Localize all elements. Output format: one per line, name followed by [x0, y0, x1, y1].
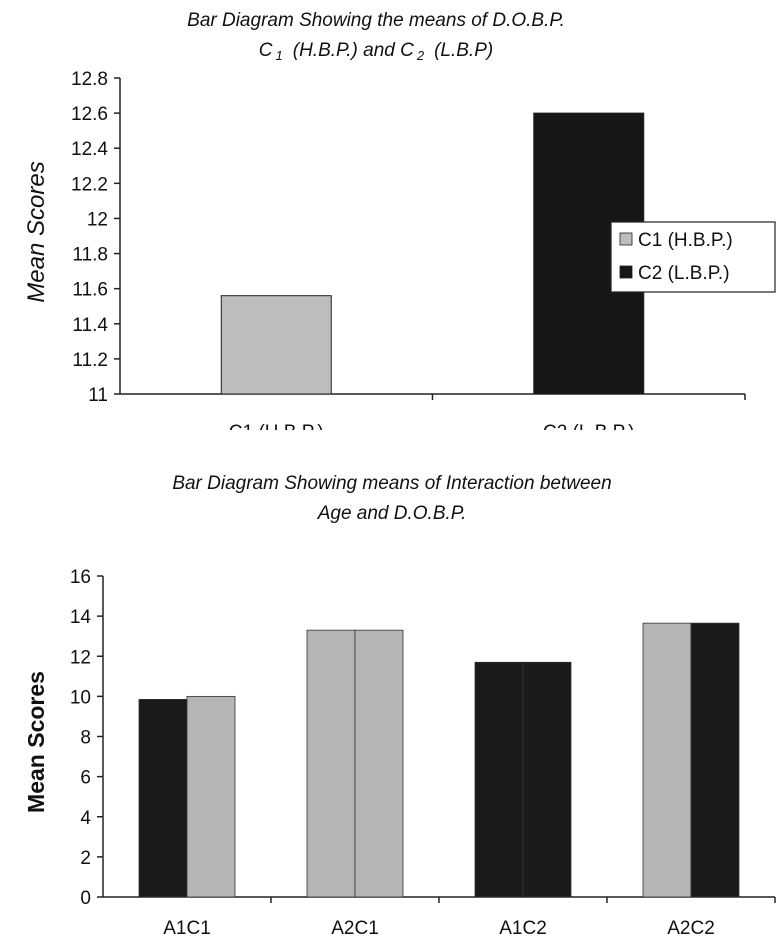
chart1-title-c1: C [259, 40, 273, 61]
chart2-x-tick-label: A1C1 [163, 918, 211, 939]
legend-swatch-c1 [619, 232, 633, 246]
chart2-y-tick-label: 12 [70, 647, 91, 668]
chart1-title-sub1: 1 [276, 48, 283, 63]
chart1-y-tick-label: 11.2 [72, 350, 108, 371]
chart2-bar [354, 629, 404, 898]
chart1-bars [220, 112, 645, 395]
legend-swatch-c2 [619, 265, 633, 279]
chart1-bar [220, 295, 332, 395]
chart2-bars [138, 622, 740, 898]
chart2-bar [522, 661, 572, 898]
chart1-legend: C1 (H.B.P.) C2 (L.B.P.) [610, 221, 776, 293]
chart1-title-sub2: 2 [416, 48, 425, 63]
chart1-y-tick-label: 12 [87, 209, 108, 230]
chart2-bar [306, 629, 356, 898]
chart2-y-tick-label: 6 [80, 768, 91, 789]
chart1-y-tick-label: 11.6 [72, 280, 108, 301]
chart2-title-line1: Bar Diagram Showing means of Interaction… [172, 473, 611, 494]
chart2-title-line2: Age and D.O.B.P. [317, 503, 467, 524]
chart2-y-tick-label: 16 [70, 567, 91, 588]
chart1-title-line2: C 1 (H.B.P.) and C 2 (L.B.P) [259, 40, 493, 63]
legend-frame [610, 221, 776, 293]
chart1-y-tick-label: 11 [88, 385, 108, 406]
chart-dobp-means: Bar Diagram Showing the means of D.O.B.P… [23, 10, 776, 430]
chart1-y-tick-label: 12.4 [71, 139, 108, 160]
chart2-y-tick-label: 2 [80, 848, 91, 869]
chart1-x-ticks: C1 (H.B.P.) C2 (L.B.P.) [229, 394, 746, 430]
chart2-y-ticks: 0 2 4 6 8 10 12 14 16 [70, 567, 103, 909]
chart2-x-ticks: A1C1 A2C1 A1C2 A2C2 [163, 897, 776, 939]
chart2-y-tick-label: 4 [80, 808, 91, 829]
chart2-bar [138, 698, 188, 898]
chart1-x-tick-label: C1 (H.B.P.) [229, 422, 324, 430]
chart1-y-ticks: 11 11.2 11.4 11.6 11.8 12 12.2 12.4 12.6 12.8 [71, 69, 120, 406]
chart2-x-tick-label: A2C2 [667, 918, 715, 939]
chart1-x-tick-label: C2 (L.B.P.) [543, 422, 635, 430]
chart1-y-tick-label: 12.8 [71, 69, 108, 90]
chart2-bar [474, 661, 524, 898]
chart1-title-line1: Bar Diagram Showing the means of D.O.B.P… [187, 10, 565, 31]
chart2-y-tick-label: 14 [70, 607, 92, 628]
chart2-bar [642, 622, 692, 898]
chart2-y-axis-label: Mean Scores [23, 671, 49, 813]
chart2-bar [690, 622, 740, 898]
chart1-y-axis-label: Mean Scores [23, 161, 50, 302]
chart1-title-mid: (H.B.P.) and C [293, 40, 414, 61]
chart1-y-tick-label: 12.6 [71, 104, 108, 125]
chart-interaction-means: Bar Diagram Showing means of Interaction… [23, 473, 776, 939]
chart2-y-tick-label: 10 [70, 687, 91, 708]
legend-label-c2: C2 (L.B.P.) [638, 263, 730, 284]
chart2-y-tick-label: 8 [80, 728, 91, 749]
chart2-bar [186, 695, 236, 898]
chart1-title-end: (L.B.P) [434, 40, 493, 61]
chart1-y-tick-label: 12.2 [71, 174, 108, 195]
legend-label-c1: C1 (H.B.P.) [638, 230, 733, 251]
chart2-x-tick-label: A2C1 [331, 918, 379, 939]
chart1-y-tick-label: 11.4 [72, 315, 108, 336]
chart2-x-tick-label: A1C2 [499, 918, 547, 939]
chart1-y-tick-label: 11.8 [72, 245, 108, 266]
chart2-y-tick-label: 0 [80, 888, 91, 909]
